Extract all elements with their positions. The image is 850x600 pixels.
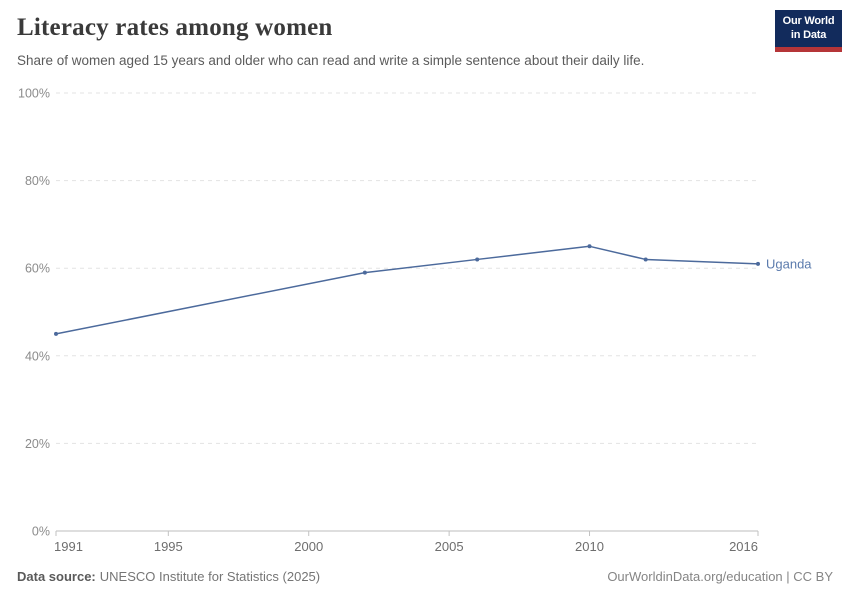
data-source: Data source: UNESCO Institute for Statist… [17, 569, 320, 584]
chart-subtitle: Share of women aged 15 years and older w… [17, 53, 645, 68]
owid-logo[interactable]: Our World in Data [775, 10, 842, 52]
x-axis-tick-label: 1995 [154, 539, 183, 554]
y-axis-tick-label: 20% [25, 437, 50, 451]
y-axis-tick-label: 40% [25, 349, 50, 363]
x-axis-tick-label: 2000 [294, 539, 323, 554]
data-point[interactable] [475, 257, 480, 262]
x-axis-tick-label: 1991 [54, 539, 83, 554]
owid-logo-line1: Our World [782, 14, 835, 27]
data-point[interactable] [643, 257, 648, 262]
x-axis-tick-label: 2016 [729, 539, 758, 554]
chart-title: Literacy rates among women [17, 14, 333, 41]
data-point[interactable] [587, 244, 592, 249]
y-axis-tick-label: 60% [25, 262, 50, 276]
data-point[interactable] [362, 270, 367, 275]
credit-link[interactable]: OurWorldinData.org/education | CC BY [607, 569, 833, 584]
data-line [55, 245, 759, 335]
series-label-uganda[interactable]: Uganda [766, 256, 812, 271]
y-axis-tick-label: 0% [32, 525, 50, 539]
data-source-label: Data source: [17, 569, 96, 584]
owid-logo-line2: in Data [790, 28, 827, 41]
x-axis-tick-label: 2010 [575, 539, 604, 554]
y-axis-tick-label: 100% [18, 87, 50, 101]
data-source-text: UNESCO Institute for Statistics (2025) [99, 569, 321, 584]
data-point[interactable] [54, 331, 58, 336]
y-axis-tick-label: 80% [25, 174, 50, 188]
x-axis-tick-label: 2005 [435, 539, 464, 554]
data-point[interactable] [756, 261, 760, 266]
